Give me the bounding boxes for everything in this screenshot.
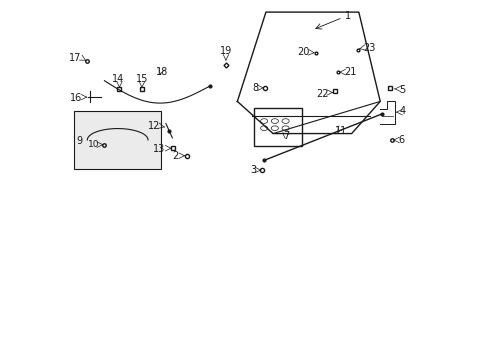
Bar	[74, 111, 161, 169]
Text: 9: 9	[77, 136, 82, 147]
Bar	[253, 108, 301, 146]
Text: 7: 7	[283, 131, 289, 141]
Text: 5: 5	[398, 85, 404, 95]
Text: 13: 13	[153, 144, 165, 154]
Text: 23: 23	[363, 43, 375, 53]
Text: 1: 1	[345, 11, 350, 21]
Text: 21: 21	[343, 67, 355, 77]
Text: 11: 11	[334, 126, 346, 136]
Text: 6: 6	[397, 135, 404, 145]
Text: 16: 16	[70, 93, 82, 103]
Text: 4: 4	[399, 107, 405, 116]
Text: 2: 2	[172, 151, 179, 161]
Text: 15: 15	[136, 73, 148, 84]
Text: 19: 19	[219, 46, 232, 56]
Text: 14: 14	[111, 73, 123, 84]
Text: 10: 10	[87, 140, 99, 149]
Text: 20: 20	[297, 47, 309, 57]
Text: 3: 3	[250, 165, 256, 175]
Text: 12: 12	[148, 121, 160, 131]
Text: 8: 8	[252, 83, 258, 93]
Text: 22: 22	[316, 89, 328, 99]
Text: 18: 18	[155, 67, 167, 77]
Text: 17: 17	[69, 53, 81, 63]
